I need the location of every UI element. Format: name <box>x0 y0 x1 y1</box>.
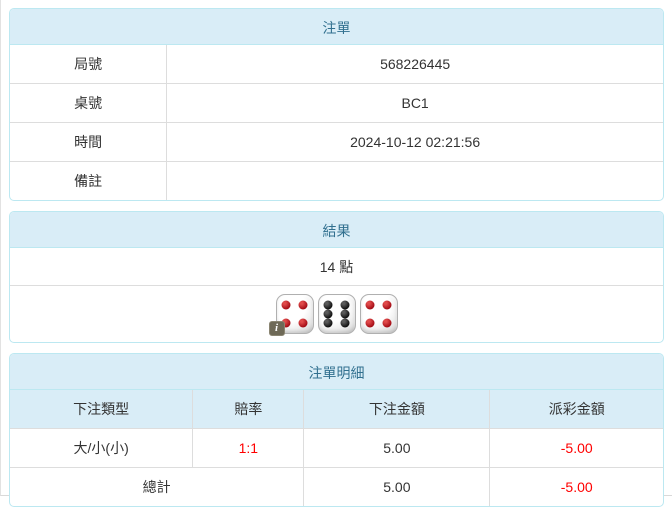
result-panel: 結果 14 點 i <box>9 211 664 343</box>
bet-type-value: 大/小(小) <box>10 428 193 468</box>
bet-slip-title: 注單 <box>10 9 663 45</box>
total-label: 總計 <box>10 467 304 506</box>
remark-value <box>166 161 663 200</box>
table-row: 桌號 BC1 <box>10 83 663 123</box>
column-header-bet-amount: 下注金額 <box>303 390 490 429</box>
round-number-label: 局號 <box>10 45 168 84</box>
result-title: 結果 <box>10 212 663 248</box>
die-pip <box>323 309 333 319</box>
die-2-showing-6 <box>317 294 356 334</box>
total-payout: -5.00 <box>489 467 663 506</box>
bet-detail-title: 注單明細 <box>10 354 663 390</box>
table-number-value: BC1 <box>166 83 663 123</box>
dice-row: i <box>10 285 663 342</box>
table-row: 大/小(小) 1:1 5.00 -5.00 <box>10 428 663 468</box>
table-row: 局號 568226445 <box>10 45 663 84</box>
die-1-showing-4: i <box>268 294 314 336</box>
column-header-bet-type: 下注類型 <box>10 390 193 429</box>
die-pip <box>382 300 392 310</box>
table-number-label: 桌號 <box>10 83 168 123</box>
total-row: 總計 5.00 -5.00 <box>10 467 663 506</box>
die-pip <box>340 300 350 310</box>
remark-label: 備註 <box>10 161 168 200</box>
die-pip <box>382 318 392 328</box>
payout-value: -5.00 <box>489 428 663 468</box>
bet-detail-panel: 注單明細 下注類型 賠率 下注金額 派彩金額 大/小(小) 1:1 5.00 -… <box>9 353 664 507</box>
table-row: 時間 2024-10-12 02:21:56 <box>10 122 663 162</box>
die-pip <box>281 318 291 328</box>
round-number-value: 568226445 <box>380 56 451 72</box>
die-3-showing-4 <box>359 294 398 334</box>
bet-amount-value: 5.00 <box>303 428 490 468</box>
info-icon[interactable]: i <box>268 321 285 336</box>
detail-header-row: 下注類型 賠率 下注金額 派彩金額 <box>10 390 663 429</box>
time-label: 時間 <box>10 122 168 162</box>
die-pip <box>281 300 291 310</box>
bet-slip-panel: 注單 局號 568226445 桌號 BC1 時間 2024-10-12 02:… <box>9 8 664 201</box>
result-points: 14 點 <box>319 259 354 275</box>
total-bet-amount: 5.00 <box>303 467 490 506</box>
die-pip <box>365 318 375 328</box>
column-header-odds: 賠率 <box>192 390 304 429</box>
column-header-payout: 派彩金額 <box>489 390 663 429</box>
die-pip <box>365 300 375 310</box>
die-pip <box>323 318 333 328</box>
die-pip <box>298 318 308 328</box>
die-pip <box>340 318 350 328</box>
die-pip <box>298 300 308 310</box>
bet-detail-table: 下注類型 賠率 下注金額 派彩金額 大/小(小) 1:1 5.00 -5.00 … <box>10 390 663 506</box>
time-value: 2024-10-12 02:21:56 <box>166 122 663 162</box>
die-pip <box>323 300 333 310</box>
odds-value: 1:1 <box>192 428 304 468</box>
table-row: 備註 <box>10 161 663 200</box>
die-pip <box>340 309 350 319</box>
bet-slip-table: 局號 568226445 桌號 BC1 時間 2024-10-12 02:21:… <box>10 45 663 200</box>
